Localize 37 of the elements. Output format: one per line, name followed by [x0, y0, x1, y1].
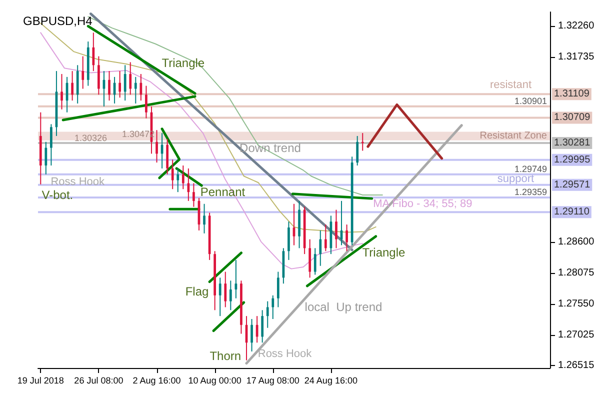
- annotation: 1.30326: [74, 132, 108, 143]
- y-tick-label: 1.28600: [558, 236, 595, 248]
- x-tick-label: 2 Aug 16:00: [132, 376, 181, 386]
- annotation: Thorn: [210, 349, 242, 364]
- x-tick-label: 10 Aug 00:00: [188, 376, 242, 386]
- annotation: MA Fibo - 34; 55; 89: [373, 198, 472, 210]
- annotation: support: [497, 173, 534, 186]
- ref-line-label: 1.29571: [554, 179, 591, 190]
- x-tick-label: 17 Aug 08:00: [246, 376, 300, 386]
- y-tick-label: 1.32260: [558, 20, 595, 32]
- ref-line-label: 1.29749: [514, 164, 547, 174]
- annotation: resistant: [490, 79, 532, 92]
- x-tick-label: 19 Jul 2018: [17, 376, 64, 386]
- annotation: local Up trend: [304, 300, 382, 314]
- x-tick-label: 26 Jul 08:00: [74, 376, 124, 386]
- annotation: Pennant: [200, 185, 246, 200]
- ref-line-label: 1.31109: [554, 88, 590, 100]
- chart-title: GBPUSD,H4: [23, 14, 93, 28]
- annotation: Ross Hook: [258, 348, 312, 360]
- x-tick-label: 24 Aug 16:00: [304, 376, 358, 386]
- annotation: Triangle: [162, 56, 205, 70]
- ref-line-label: 1.29359: [514, 186, 547, 197]
- y-tick-label: 1.27550: [558, 298, 595, 310]
- band-label: Resistant Zone: [480, 130, 548, 142]
- y-tick-label: 1.31735: [558, 52, 595, 63]
- ref-line-label: 1.30709: [554, 112, 591, 124]
- y-tick-label: 1.26515: [558, 360, 595, 371]
- y-tick-label: 1.27025: [558, 330, 595, 341]
- ref-line-label: 1.29995: [554, 154, 591, 166]
- annotation: V-bot.: [42, 188, 74, 202]
- annotation: Ross Hook: [50, 176, 105, 188]
- ref-line-label: 1.30281: [554, 138, 591, 149]
- annotation: Flag: [185, 284, 209, 298]
- ref-line-label: 1.29110: [554, 206, 590, 218]
- y-tick-label: 1.28075: [558, 268, 595, 279]
- annotation: Triangle: [362, 245, 406, 260]
- ref-line-label: 1.30901: [514, 96, 547, 106]
